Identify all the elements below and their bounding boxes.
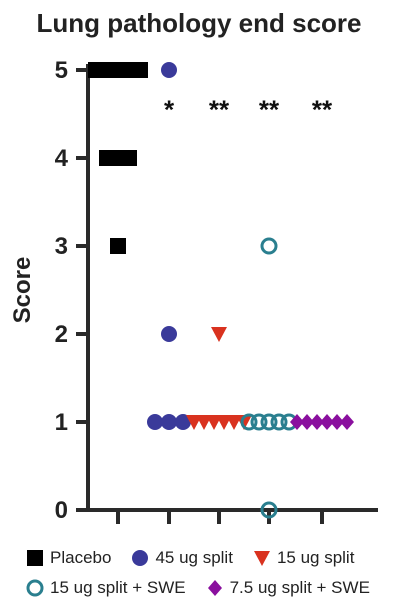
- data-point: [161, 326, 177, 342]
- data-point: [340, 414, 354, 430]
- legend-marker: [132, 550, 149, 566]
- legend-label: 45 ug split: [155, 548, 233, 567]
- legend-marker: [207, 580, 222, 596]
- data-point: [290, 414, 304, 430]
- data-point: [161, 62, 177, 78]
- legend-item: 15 ug split + SWE: [26, 578, 186, 598]
- data-point: [147, 414, 163, 430]
- significance-mark: **: [259, 94, 280, 124]
- data-points: [88, 62, 354, 519]
- legend-row: Placebo 45 ug split 15 ug split: [26, 546, 398, 570]
- y-tick-label: 0: [55, 497, 68, 524]
- axes: 0 1 2 3 4 5: [55, 57, 378, 524]
- legend-marker: [26, 579, 44, 597]
- data-point: [121, 150, 137, 166]
- data-point: [132, 62, 148, 78]
- y-tick-label: 5: [55, 57, 68, 84]
- data-point: [250, 413, 268, 431]
- data-point: [240, 413, 258, 431]
- data-point: [211, 327, 227, 342]
- legend-marker: [27, 550, 43, 566]
- y-tick-label: 1: [55, 409, 68, 436]
- data-point: [260, 237, 278, 255]
- legend-label: 15 ug split: [276, 548, 355, 567]
- data-point: [310, 414, 324, 430]
- data-point: [330, 414, 344, 430]
- legend-marker-shape: [27, 550, 43, 566]
- legend-marker: [253, 551, 270, 566]
- data-point: [260, 501, 278, 519]
- legend-item: 45 ug split: [131, 548, 233, 568]
- legend-marker-shape: [253, 551, 270, 566]
- data-point: [260, 413, 278, 431]
- chart-title: Lung pathology end score: [36, 8, 362, 38]
- y-axis-label: Score: [9, 257, 36, 324]
- legend-label: 15 ug split + SWE: [50, 578, 186, 597]
- legend-row: 15 ug split + SWE 7.5 ug split + SWE: [26, 576, 398, 600]
- data-point: [236, 415, 252, 430]
- significance-annotations: * ** ** **: [164, 94, 333, 124]
- data-point: [300, 414, 314, 430]
- legend-label: 7.5 ug split + SWE: [229, 578, 370, 597]
- legend-marker-shape: [132, 550, 149, 566]
- data-point: [270, 413, 288, 431]
- legend-item: 15 ug split: [253, 548, 355, 568]
- significance-mark: **: [209, 94, 230, 124]
- y-tick-label: 4: [55, 145, 69, 172]
- legend: Placebo 45 ug split 15 ug split 15 ug spli…: [26, 546, 398, 606]
- data-point: [320, 414, 334, 430]
- y-tick-label: 2: [55, 321, 68, 348]
- legend-item: Placebo: [26, 548, 111, 568]
- data-point: [175, 414, 191, 430]
- data-point: [110, 238, 126, 254]
- data-point: [161, 414, 177, 430]
- legend-label: Placebo: [50, 548, 112, 567]
- significance-mark: **: [312, 94, 333, 124]
- significance-mark: *: [164, 94, 175, 124]
- legend-item: 7.5 ug split + SWE: [206, 578, 370, 598]
- legend-marker-shape: [26, 579, 44, 597]
- legend-marker-shape: [207, 580, 222, 596]
- y-tick-label: 3: [55, 233, 68, 260]
